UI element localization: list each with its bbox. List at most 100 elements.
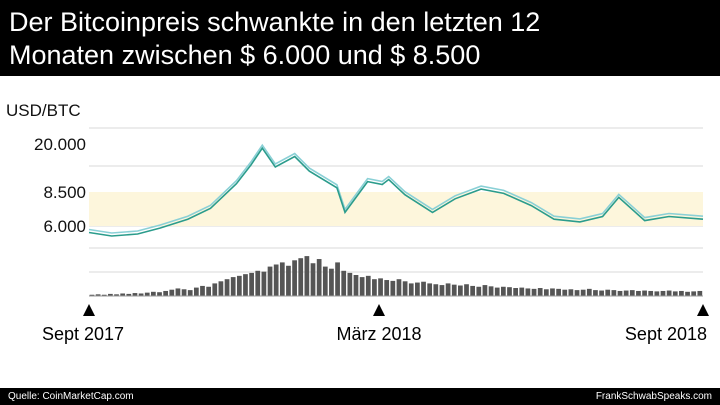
volume-bar [697,290,703,296]
volume-bar [629,290,635,296]
price-band [89,192,703,226]
volume-bar [384,280,390,296]
volume-bar [660,290,666,296]
volume-bar [169,289,175,296]
volume-bar [550,288,555,296]
volume-bar [335,262,340,296]
volume-bar [402,281,408,296]
volume-bar [611,290,617,296]
volume-bar [525,288,531,296]
volume-bar [531,288,537,296]
title-line-2: Monaten zwischen $ 6.000 und $ 8.500 [9,40,481,70]
x-label-1: März 2018 [336,324,421,344]
volume-bar [648,290,654,296]
volume-bar [212,283,218,296]
volume-bar [451,284,457,296]
volume-bar [132,293,138,296]
volume-bar [488,286,494,296]
price-line-upper [88,143,704,234]
volume-bar [249,272,254,296]
volume-bar [556,288,561,296]
volume-bar [89,294,95,296]
title-bar: Der Bitcoinpreis schwankte in den letzte… [0,0,720,76]
x-marker-0 [83,304,95,316]
volume-bar [200,285,205,296]
volume-bar [691,291,697,296]
price-line [88,146,704,237]
volume-bar [138,293,144,296]
volume-bar [574,290,580,296]
volume-bar [685,291,690,296]
x-label-0: Sept 2017 [42,324,124,344]
volume-bar [175,288,181,296]
volume-bar [126,293,132,296]
volume-bar [445,283,451,296]
volume-bar [114,294,119,296]
volume-bar [636,290,641,296]
y-axis-label: USD/BTC [6,101,81,120]
price-band-layer [89,192,703,226]
volume-bar [255,270,261,296]
volume-bar [95,294,101,296]
volume-bar [378,278,383,296]
volume-bar [279,262,285,296]
volume-bar [666,290,672,296]
volume-bar [316,259,322,296]
volume-bar [206,286,211,296]
volume-bar [304,256,310,296]
volume-bar [654,291,660,296]
volume-bar [329,268,334,296]
volume-bar [151,291,156,296]
volume-bar [494,287,500,296]
volume-bar [513,288,518,296]
x-axis-markers: Sept 2017 März 2018 Sept 2018 [42,304,709,344]
volume-bar [243,274,248,296]
volume-bar [187,290,193,296]
volume-bar [439,285,445,296]
y-tick-label-2: 6.000 [43,217,86,236]
volume-bar [396,279,402,296]
volume-bar [672,291,678,296]
volume-bar [261,271,267,296]
volume-bar [586,288,592,296]
volume-bar [101,294,107,296]
volume-bar [390,280,396,296]
volume-bar [421,281,426,296]
volume-bar [415,282,420,296]
volume-bar [537,288,543,296]
volume-bar [679,290,684,296]
y-tick-label-1: 8.500 [43,183,86,202]
x-marker-1 [373,304,385,316]
volume-bar [359,277,365,296]
volume-bar [341,270,347,296]
volume-bar [500,286,506,296]
price-lines [88,143,704,237]
volume-bar [507,287,512,296]
volume-bar [144,292,150,296]
volume-bar [193,287,199,296]
volume-bar [605,289,611,296]
volume-bar [181,289,187,296]
volume-bar [543,289,549,296]
volume-bar [519,287,525,296]
volume-bar [568,289,574,296]
source-note: Quelle: CoinMarketCap.com [8,391,134,402]
volume-bar [347,272,353,296]
x-label-2: Sept 2018 [625,324,707,344]
footer: Quelle: CoinMarketCap.com FrankSchwabSpe… [0,388,720,405]
volume-bar [286,265,291,296]
volume-bar [230,277,236,296]
volume-bar [458,285,463,296]
y-tick-label-0: 20.000 [34,135,86,154]
volume-bar [464,284,469,296]
volume-bar [623,290,629,296]
volume-bar [108,293,113,296]
volume-bar [292,260,297,296]
volume-bar [298,258,304,296]
volume-bar [310,263,316,296]
volume-bar [163,290,169,296]
y-tick-labels: 20.000 8.500 6.000 [34,135,86,236]
volume-bar [322,266,328,296]
volume-bar [218,281,224,296]
